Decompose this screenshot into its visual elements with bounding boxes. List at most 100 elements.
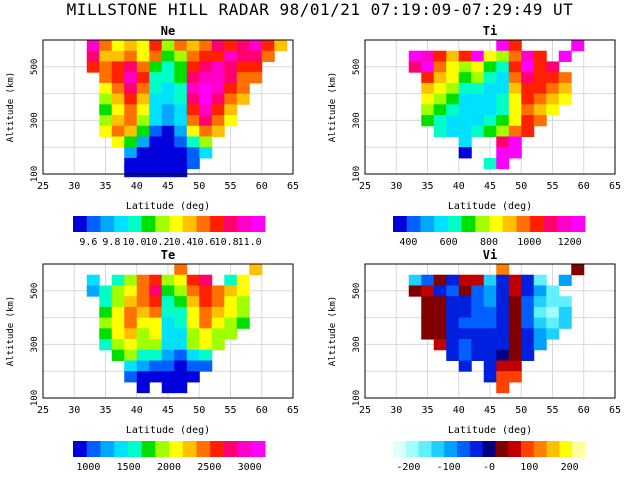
data-cell	[124, 360, 138, 372]
y-tick-label: 500	[352, 59, 362, 75]
colorbar-swatch	[141, 441, 156, 457]
data-cell	[249, 40, 263, 52]
data-cell	[421, 317, 435, 329]
data-cell	[458, 61, 472, 73]
data-cell	[421, 82, 435, 95]
data-cell	[433, 104, 447, 116]
data-cell	[421, 328, 435, 340]
x-tick-label: 60	[578, 181, 590, 192]
data-cell	[174, 371, 188, 383]
data-cell	[421, 296, 435, 308]
panel-te: Te 25 30 35 40 45 50 55 60 65 100 300 500 Latitude (d…	[6, 248, 299, 473]
data-cell	[199, 296, 213, 308]
data-cell	[174, 296, 188, 308]
data-cell	[99, 72, 113, 84]
data-cell	[533, 317, 547, 329]
colorbar-swatch	[114, 216, 129, 232]
data-cell	[236, 40, 250, 52]
data-cell	[149, 72, 163, 84]
data-cell	[496, 61, 510, 73]
data-cell	[124, 40, 138, 52]
data-cell	[199, 115, 213, 127]
data-cell	[458, 72, 472, 84]
data-cell	[124, 317, 138, 329]
data-cell	[186, 147, 200, 159]
data-cell	[211, 306, 225, 319]
data-cell	[174, 317, 188, 329]
data-cell	[174, 115, 188, 127]
data-cell	[124, 50, 138, 62]
x-tick-label: 60	[256, 405, 268, 416]
data-cell	[521, 115, 535, 127]
data-cell	[433, 82, 447, 95]
colorbar-label: -200	[396, 462, 420, 473]
colorbar-label: 400	[399, 237, 417, 248]
data-cell	[149, 136, 163, 148]
data-cell	[111, 61, 125, 73]
data-cell	[111, 349, 125, 361]
data-cell	[458, 274, 472, 286]
data-cell	[199, 50, 213, 62]
data-cell	[199, 125, 213, 137]
colorbar-swatch	[223, 216, 239, 232]
data-cell	[111, 104, 125, 116]
data-cell	[433, 72, 447, 84]
data-cell	[521, 104, 535, 116]
data-cell	[508, 339, 522, 351]
data-cell	[483, 274, 497, 286]
data-cell	[471, 274, 485, 286]
colorbar-label: 3000	[238, 462, 262, 473]
colorbar-swatch	[546, 441, 560, 457]
colorbar-label: 200	[561, 462, 579, 473]
x-tick-label: 25	[359, 405, 371, 416]
data-cell	[496, 147, 510, 159]
data-cell	[86, 285, 100, 297]
data-cell	[446, 115, 460, 127]
data-cell	[186, 328, 200, 340]
data-cell	[174, 306, 188, 319]
data-cell	[433, 50, 447, 62]
data-cell	[174, 165, 188, 178]
data-cell	[149, 147, 163, 159]
data-cell	[124, 136, 138, 148]
data-cell	[508, 147, 522, 159]
data-cell	[508, 136, 522, 148]
data-cell	[458, 50, 472, 62]
data-cell	[521, 339, 535, 351]
data-cell	[186, 93, 200, 105]
data-cell	[458, 93, 472, 105]
data-cell	[136, 296, 150, 308]
data-cell	[471, 50, 485, 62]
data-cell	[199, 349, 213, 361]
colorbar-swatch	[431, 441, 445, 457]
data-cell	[224, 50, 238, 62]
colorbar-swatch	[210, 216, 225, 232]
data-cell	[99, 61, 113, 73]
x-tick-label: 25	[37, 181, 49, 192]
colorbar-swatch	[418, 441, 432, 457]
data-cell	[224, 285, 238, 297]
data-cell	[521, 50, 535, 62]
data-cell	[236, 82, 250, 95]
data-cell	[86, 61, 100, 73]
data-cell	[471, 93, 485, 105]
data-cell	[136, 274, 150, 286]
data-cell	[211, 339, 225, 351]
data-cell	[224, 104, 238, 116]
colorbar-swatch	[457, 441, 471, 457]
colorbar-swatch	[86, 216, 101, 232]
x-tick-label: 55	[546, 405, 558, 416]
colorbar-swatch	[182, 441, 197, 457]
data-cell	[546, 104, 560, 116]
data-cell	[483, 285, 497, 297]
colorbar-label: 1000	[517, 237, 541, 248]
data-cell	[174, 104, 188, 116]
colorbar-swatch	[155, 441, 170, 457]
plot-frame	[42, 263, 294, 399]
data-cell	[496, 381, 510, 394]
data-cell	[558, 93, 572, 105]
data-cell	[161, 317, 175, 329]
data-cell	[496, 371, 510, 383]
data-cell	[161, 61, 175, 73]
data-cell	[199, 40, 213, 52]
